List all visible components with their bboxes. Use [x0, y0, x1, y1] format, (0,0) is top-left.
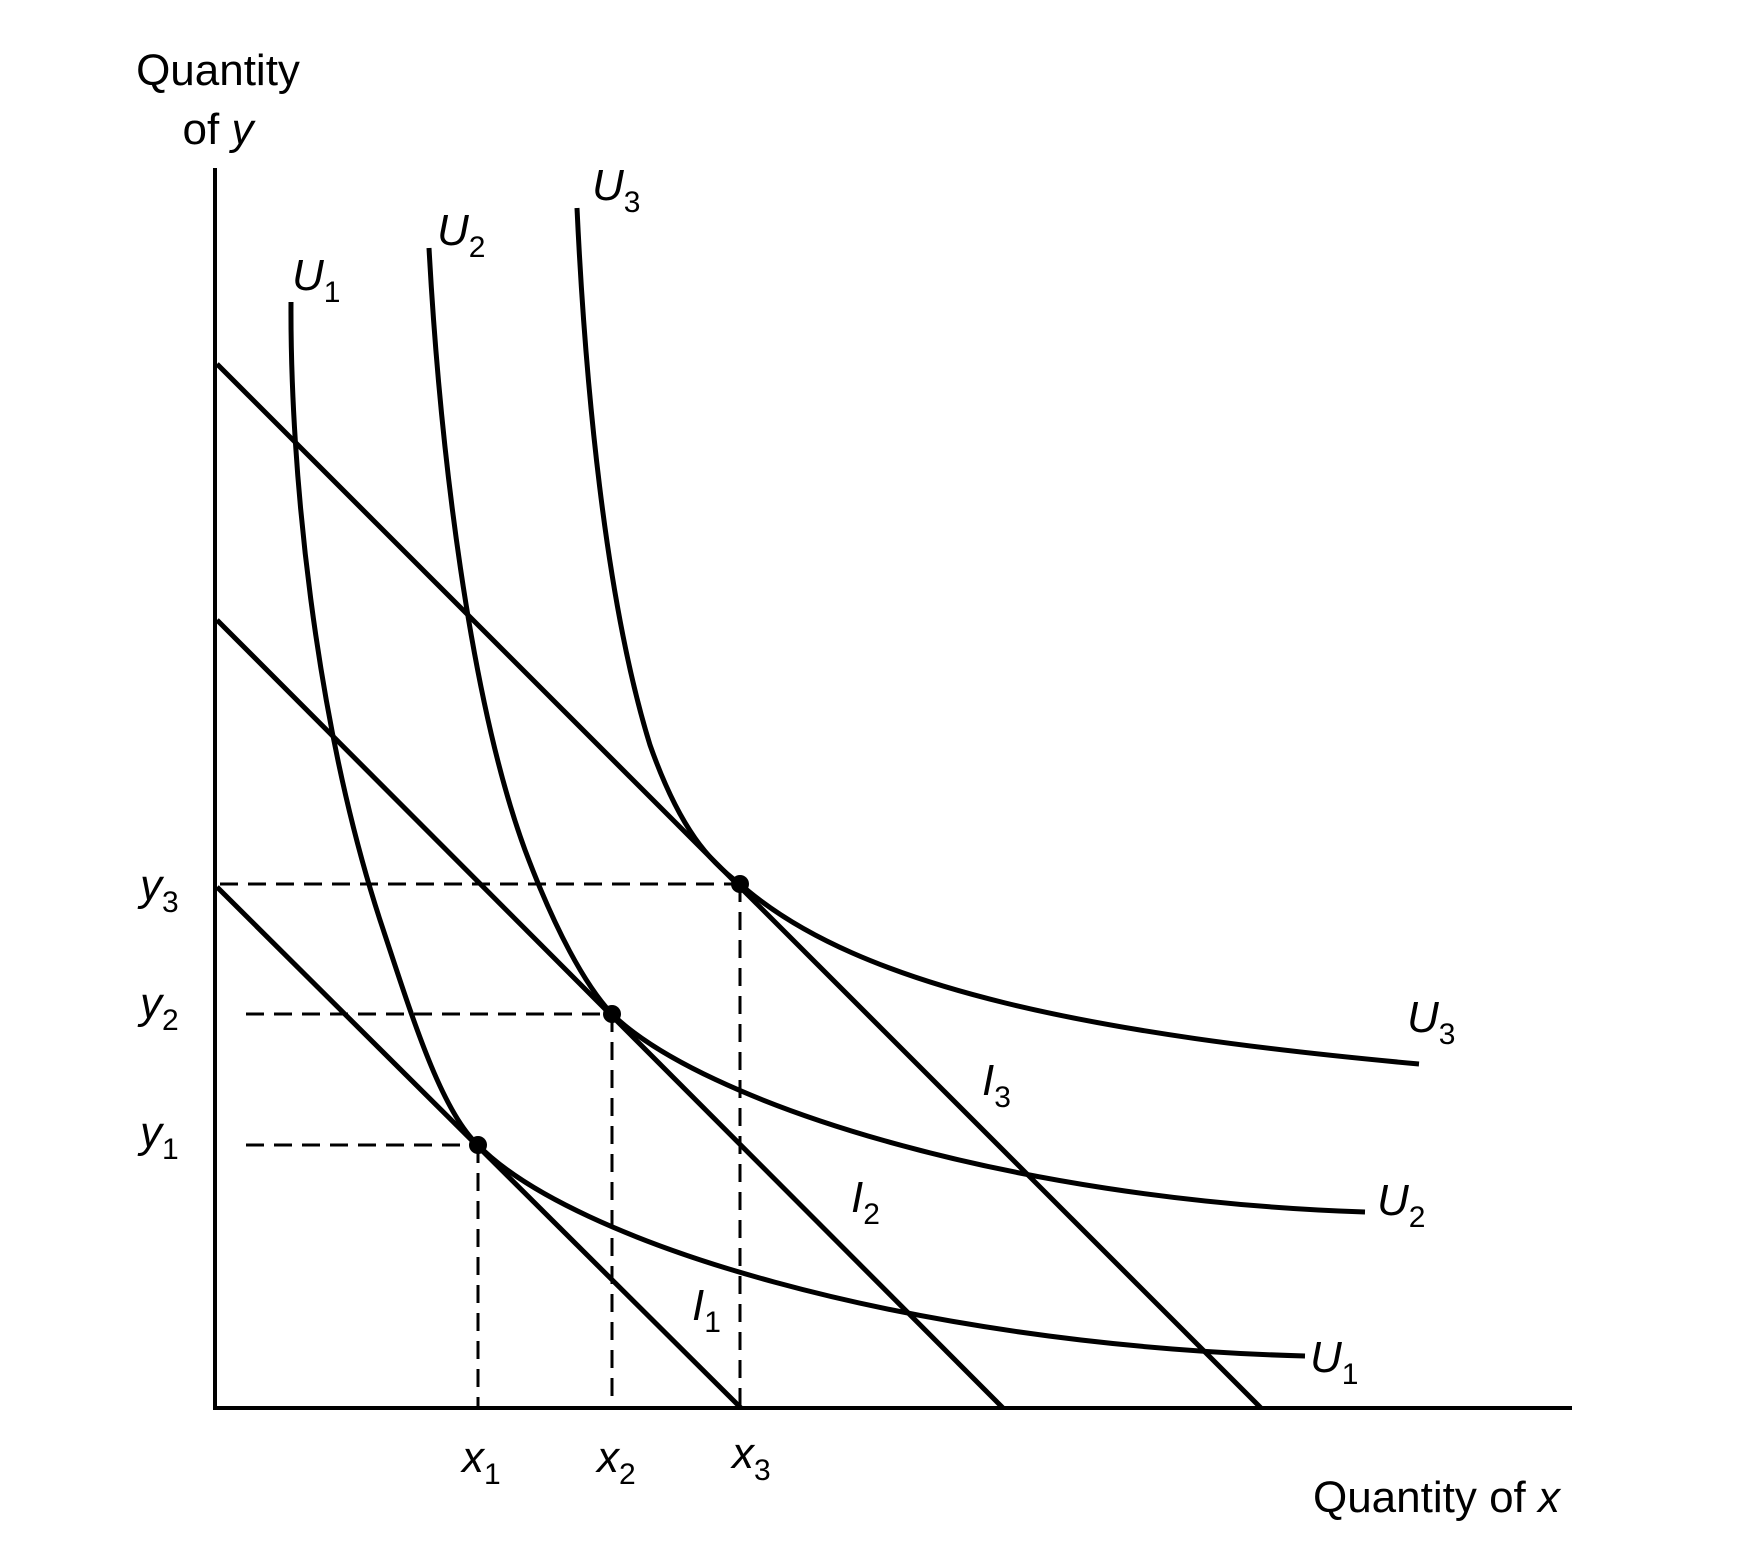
label-i2: I2	[851, 1173, 880, 1231]
tick-y1: y1	[137, 1108, 179, 1166]
indifference-curve-u3	[574, 207, 1420, 1067]
label-i1: I1	[692, 1281, 721, 1339]
label-u2-right: U2	[1377, 1176, 1425, 1234]
tick-y3: y3	[137, 861, 179, 919]
label-u3-top: U3	[592, 161, 640, 219]
label-u2-top: U2	[437, 206, 485, 264]
x-axis-title: Quantity of x	[1313, 1473, 1562, 1522]
tick-x2: x2	[595, 1433, 636, 1491]
label-i3: I3	[982, 1056, 1011, 1114]
tick-y2: y2	[137, 979, 179, 1037]
tangency-point-2	[603, 1005, 621, 1023]
tick-x1: x1	[460, 1433, 501, 1491]
y-axis-title-line2: of y	[183, 105, 257, 154]
tick-x3: x3	[730, 1429, 771, 1487]
label-u1-top: U1	[292, 251, 340, 309]
label-u3-right: U3	[1407, 993, 1455, 1051]
indifference-curve-u1	[288, 301, 1306, 1359]
tangency-point-1	[469, 1136, 487, 1154]
tangency-point-3	[731, 875, 749, 893]
y-axis-title-line1: Quantity	[136, 46, 300, 95]
indifference-curve-u2	[426, 247, 1366, 1215]
label-u1-right: U1	[1310, 1333, 1358, 1391]
